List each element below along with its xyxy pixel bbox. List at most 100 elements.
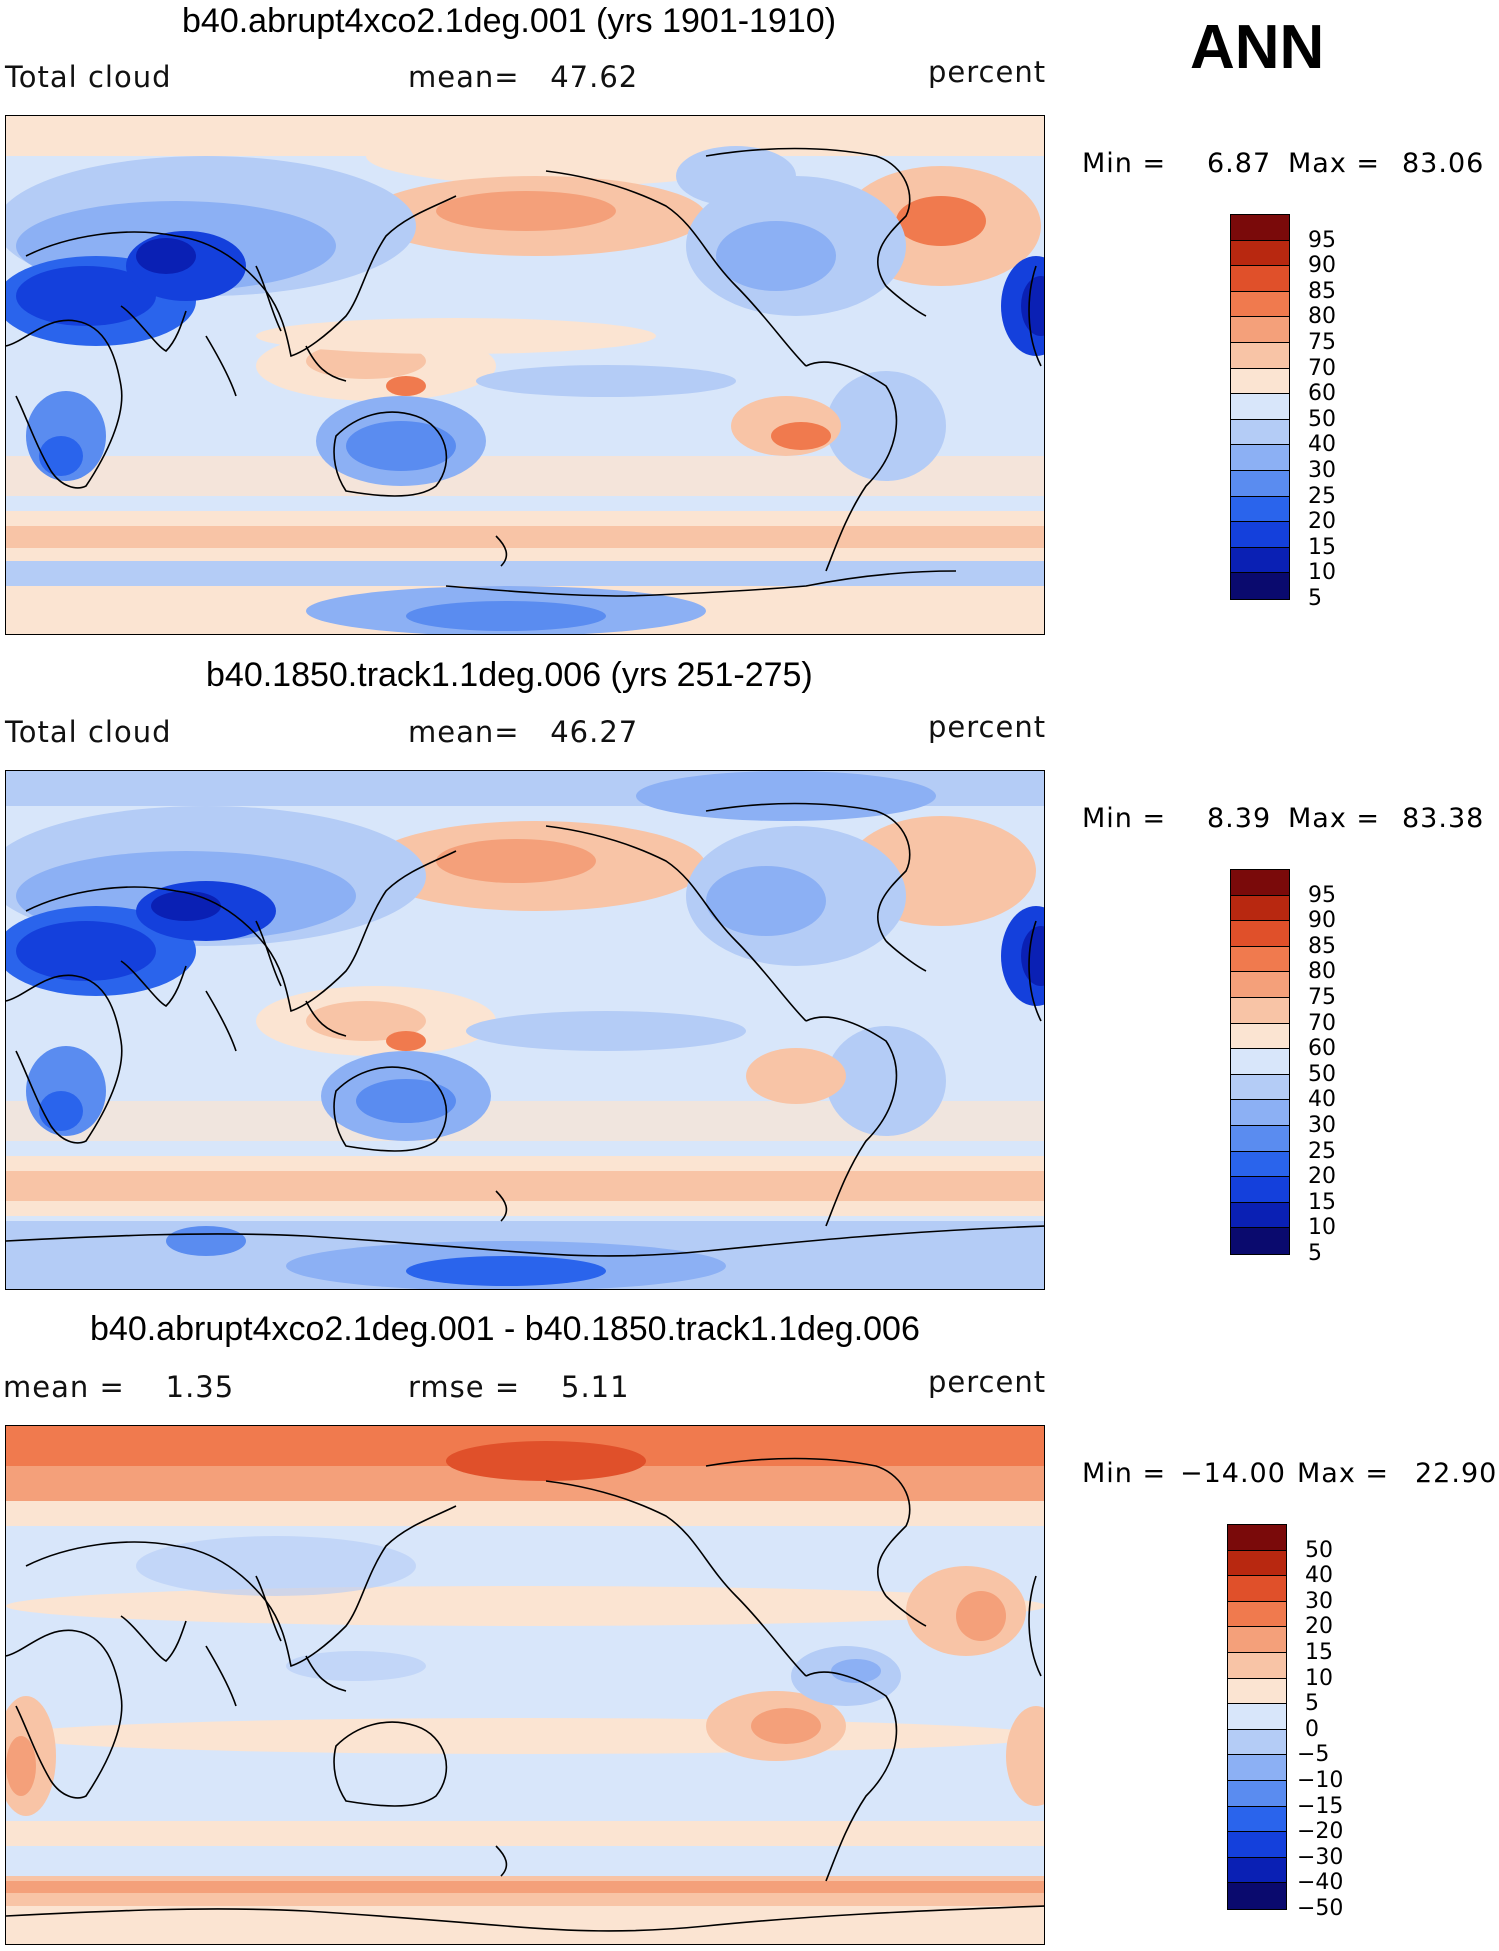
colorbar-tick-label: 5	[1308, 586, 1322, 611]
colorbar-swatch	[1231, 1100, 1289, 1126]
colorbar-swatch	[1228, 1832, 1286, 1858]
colorbar-tick-label: −5	[1297, 1742, 1330, 1768]
colorbar-tick-label: 40	[1305, 1563, 1333, 1589]
colorbar-tick-label: −40	[1297, 1870, 1344, 1896]
colorbar-swatch	[1231, 394, 1289, 420]
colorbar-tick-label: 20	[1308, 509, 1336, 535]
panel-2-min-value: 8.39	[1207, 803, 1272, 834]
panel-2-variable-label: Total cloud	[5, 715, 172, 749]
panel-3-contour-field	[6, 1426, 1044, 1944]
colorbar-swatch	[1228, 1780, 1286, 1807]
colorbar-swatch	[1228, 1652, 1286, 1679]
colorbar-swatch	[1231, 496, 1289, 523]
colorbar-tick-label: 20	[1305, 1614, 1333, 1640]
colorbar-swatch	[1231, 419, 1289, 446]
colorbar-swatch	[1228, 1729, 1286, 1756]
colorbar-swatch	[1228, 1576, 1286, 1602]
panel-3-min-value: −14.00	[1180, 1458, 1286, 1489]
colorbar-tick-label: 50	[1305, 1537, 1333, 1563]
colorbar-tick-label: 85	[1308, 278, 1336, 304]
colorbar-swatch	[1231, 1074, 1289, 1101]
colorbar-swatch	[1228, 1755, 1286, 1781]
colorbar-swatch	[1228, 1678, 1286, 1705]
colorbar-swatch	[1228, 1627, 1286, 1653]
colorbar-swatch	[1231, 921, 1289, 947]
panel-3-max-value: 22.90	[1415, 1458, 1498, 1489]
colorbar-tick-label: 10	[1308, 560, 1336, 586]
colorbar-swatch	[1231, 573, 1289, 599]
colorbar-swatch	[1228, 1525, 1286, 1551]
colorbar-swatch	[1231, 368, 1289, 395]
colorbar-swatch	[1231, 1177, 1289, 1203]
colorbar-tick-label: 50	[1308, 406, 1336, 432]
panel-3-title: b40.abrupt4xco2.1deg.001 - b40.1850.trac…	[90, 1310, 920, 1348]
panel-3-max-label: Max =	[1297, 1458, 1390, 1489]
colorbar-swatches	[1230, 869, 1290, 1255]
colorbar-tick-label: 90	[1308, 253, 1336, 279]
colorbar-tick-label: 95	[1308, 227, 1336, 253]
colorbar-tick-label: 60	[1308, 1036, 1336, 1062]
panel-2-title: b40.1850.track1.1deg.006 (yrs 251-275)	[206, 656, 813, 694]
panel-3-min-label: Min =	[1082, 1458, 1167, 1489]
panel-1-min-value: 6.87	[1207, 148, 1272, 179]
panel-1-units-label: percent	[928, 55, 1047, 89]
colorbar-swatch	[1231, 470, 1289, 497]
colorbar-tick-label: 75	[1308, 330, 1336, 355]
colorbar-tick-label: −30	[1297, 1844, 1344, 1870]
panel-2-units-label: percent	[928, 710, 1047, 744]
panel-1-mean-label: mean= 47.62	[408, 60, 639, 94]
panel-2-max-label: Max =	[1288, 803, 1381, 834]
colorbar-swatch	[1228, 1806, 1286, 1833]
panel-1-max-value: 83.06	[1402, 148, 1485, 179]
colorbar-swatch	[1231, 870, 1289, 896]
colorbar-tick-label: 40	[1308, 1087, 1336, 1113]
colorbar-tick-label: −10	[1297, 1768, 1344, 1793]
colorbar-tick-label: 5	[1305, 1691, 1319, 1717]
colorbar-tick-label: 30	[1308, 1113, 1336, 1138]
colorbar-swatch	[1231, 342, 1289, 369]
colorbar-tick-label: 95	[1308, 882, 1336, 908]
panel-1-variable-label: Total cloud	[5, 60, 172, 94]
colorbar-swatch	[1231, 1202, 1289, 1229]
colorbar-swatch	[1231, 266, 1289, 292]
panel-2-map	[5, 770, 1045, 1290]
colorbar-swatch	[1231, 1049, 1289, 1075]
panel-3-rmse-label: rmse = 5.11	[408, 1370, 630, 1404]
colorbar-tick-label: 90	[1308, 908, 1336, 934]
panel-3-units-label: percent	[928, 1365, 1047, 1399]
panel-2-min-label: Min =	[1082, 803, 1167, 834]
colorbar-swatch	[1231, 291, 1289, 318]
colorbar-tick-label: 80	[1308, 959, 1336, 985]
colorbar-swatch	[1231, 895, 1289, 922]
panel-1-min-label: Min =	[1082, 148, 1167, 179]
panel-2-mean-label: mean= 46.27	[408, 715, 639, 749]
colorbar-swatch	[1231, 547, 1289, 574]
panel-3-mean-label: mean = 1.35	[3, 1370, 235, 1404]
colorbar-tick-label: 30	[1308, 458, 1336, 483]
season-label: ANN	[1190, 13, 1325, 82]
colorbar-swatch	[1231, 1125, 1289, 1152]
colorbar-tick-label: −15	[1297, 1793, 1344, 1819]
colorbar-tick-label: 40	[1308, 432, 1336, 458]
colorbar-swatch	[1231, 445, 1289, 471]
colorbar-tick-label: 30	[1305, 1588, 1333, 1614]
colorbar-tick-label: 15	[1308, 1189, 1336, 1215]
colorbar-swatch	[1231, 1151, 1289, 1178]
colorbar-tick-label: 70	[1308, 1010, 1336, 1036]
panel-1-max-label: Max =	[1288, 148, 1381, 179]
panel-1-contour-field	[6, 116, 1044, 634]
colorbar-swatch	[1231, 972, 1289, 998]
panel-3-map	[5, 1425, 1045, 1945]
colorbar-swatch	[1228, 1883, 1286, 1909]
colorbar-swatch	[1231, 522, 1289, 548]
colorbar-tick-label: 10	[1308, 1215, 1336, 1241]
colorbar-tick-label: 50	[1308, 1061, 1336, 1087]
colorbar-tick-label: 5	[1308, 1241, 1322, 1266]
panel-2-max-value: 83.38	[1402, 803, 1485, 834]
colorbar-swatch	[1228, 1550, 1286, 1577]
colorbar-tick-label: 15	[1305, 1640, 1333, 1665]
colorbar-swatch	[1228, 1857, 1286, 1884]
panel-2-contour-field	[6, 771, 1044, 1289]
colorbar-swatches	[1230, 214, 1290, 600]
colorbar-swatch	[1231, 1228, 1289, 1254]
